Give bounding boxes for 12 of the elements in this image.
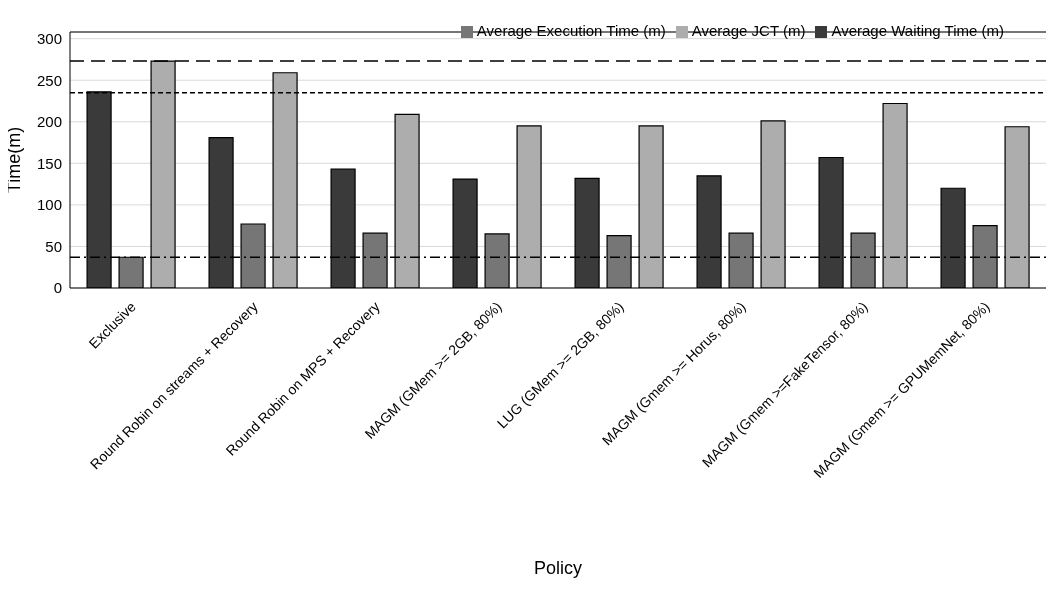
y-tick-label: 250: [36, 71, 62, 89]
y-tick-label: 100: [36, 196, 62, 214]
legend-label: Average Waiting Time (m): [831, 22, 1004, 39]
legend-label: Average Execution Time (m): [476, 22, 666, 39]
y-tick-label: 200: [36, 113, 62, 131]
y-axis-title: Time(m): [4, 126, 25, 194]
y-tick-label: 0: [53, 279, 62, 297]
y-tick-label: 50: [45, 237, 62, 255]
x-axis-title: Policy: [533, 558, 583, 578]
legend-label: Average JCT (m): [691, 22, 806, 39]
y-tick-label: 150: [36, 154, 62, 172]
y-tick-label: 300: [36, 29, 62, 47]
